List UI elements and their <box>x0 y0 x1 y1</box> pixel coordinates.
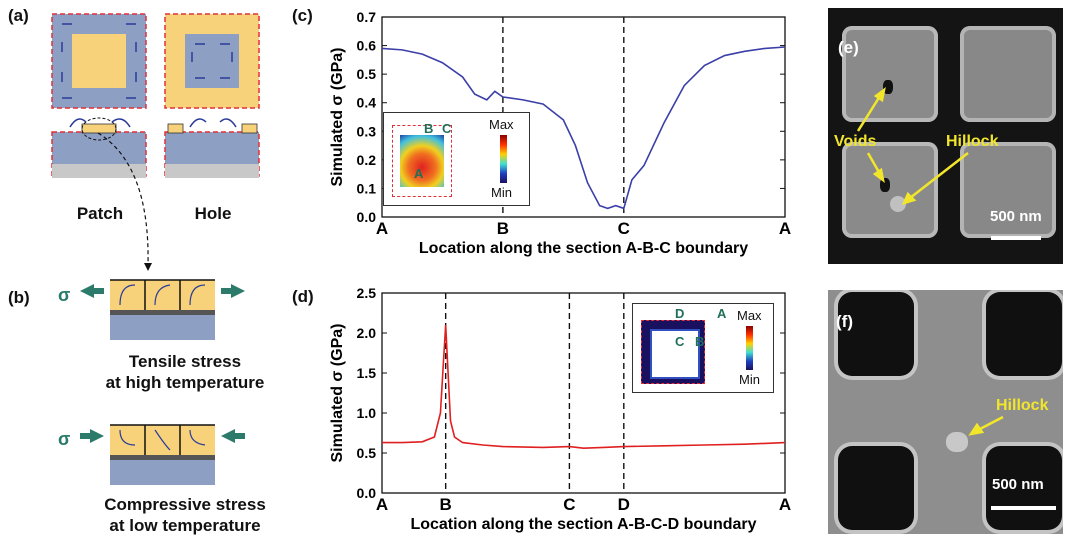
x-axis-label: Location along the section A-B-C boundar… <box>419 240 748 257</box>
y-axis-label: Simulated σ (GPa) <box>329 48 346 187</box>
compressive-caption: Compressive stress at low temperature <box>85 494 285 536</box>
tensile-caption-line2: at high temperature <box>105 373 265 392</box>
inset-d: D A C B Max Min <box>632 303 774 393</box>
tensile-right-arrow <box>221 284 245 298</box>
inset-d-point-a: A <box>717 306 727 321</box>
sem-f-arrow <box>968 415 1056 510</box>
plot-frame <box>381 16 786 218</box>
inset-d-point-c: C <box>675 334 685 349</box>
compressive-left-arrow <box>80 429 104 443</box>
x-tick-label: C <box>563 495 575 514</box>
patch-inner <box>72 34 126 88</box>
sem-e-hillock-label: Hillock <box>946 133 999 150</box>
panel-e-label: (e) <box>838 38 859 57</box>
x-tick-label: A <box>779 495 791 514</box>
tensile-caption: Tensile stress at high temperature <box>95 351 275 393</box>
sem-f-scalebar-label: 500 nm <box>992 476 1044 493</box>
panel-a-schematic <box>51 13 260 178</box>
compressive-right-arrow <box>221 429 245 443</box>
tensile-caption-line1: Tensile stress <box>128 352 242 371</box>
sem-image-f: (f) Hillock 500 nm <box>828 290 1063 534</box>
sem-e-square-1 <box>842 26 938 122</box>
y-tick-label: 0.2 <box>357 152 377 168</box>
tensile-left-arrow <box>80 284 104 298</box>
tensile-sigma: σ <box>58 285 71 305</box>
y-tick-label: 0.0 <box>357 485 377 501</box>
sem-e-arrows <box>856 87 1041 240</box>
x-tick-label: A <box>376 495 388 514</box>
sem-f-hole-4 <box>986 446 1062 530</box>
sem-f-hole-1 <box>838 292 914 376</box>
inset-c-colorbar <box>500 135 507 183</box>
y-tick-label: 0.5 <box>357 445 377 461</box>
plot-frame <box>381 292 786 494</box>
panel-d-label: (d) <box>292 287 314 306</box>
patch-arrows <box>61 23 137 99</box>
hole-caption: Hole <box>194 204 232 223</box>
y-tick-label: 1.5 <box>357 365 377 381</box>
y-tick-label: 0.4 <box>357 95 377 111</box>
sem-e-square-4 <box>960 142 1056 238</box>
panel-b-schematic <box>80 279 245 485</box>
inset-c-point-c: C <box>442 121 452 136</box>
inset-d-min: Min <box>739 372 760 387</box>
sem-f-hole-2 <box>986 292 1062 376</box>
compressive-caption-line1: Compressive stress <box>104 495 266 514</box>
y-tick-label: 1.0 <box>357 405 377 421</box>
y-tick-label: 0.0 <box>357 209 377 225</box>
inset-d-point-b: B <box>695 334 705 349</box>
y-axis-label: Simulated σ (GPa) <box>329 324 346 463</box>
x-tick-label: C <box>618 219 630 238</box>
inset-c-max: Max <box>489 117 514 132</box>
panel-c-label: (c) <box>292 6 313 25</box>
compressive-sigma: σ <box>58 429 71 449</box>
inset-d-point-d: D <box>675 306 685 321</box>
y-tick-label: 0.1 <box>357 180 377 196</box>
sem-e-voids-label: Voids <box>834 133 877 150</box>
inset-d-max: Max <box>737 308 762 323</box>
inset-c: B C A Max Min <box>383 112 530 206</box>
sem-e-square-2 <box>960 26 1056 122</box>
panel-f-label: (f) <box>836 312 853 331</box>
x-tick-label: A <box>779 219 791 238</box>
inset-c-point-a: A <box>414 166 424 181</box>
y-tick-label: 2.5 <box>357 285 377 301</box>
sem-f-hole-3 <box>838 446 914 530</box>
hole-arrows <box>191 43 233 79</box>
panel-b-label: (b) <box>8 288 30 307</box>
y-tick-label: 0.6 <box>357 38 377 54</box>
x-tick-label: D <box>618 495 630 514</box>
series-line <box>382 324 786 450</box>
sem-image-e: (e) Voids Hillock 500 nm <box>828 8 1063 264</box>
inset-c-point-b: B <box>424 121 434 136</box>
series-line <box>381 46 786 210</box>
inset-c-min: Min <box>491 185 512 200</box>
x-tick-label: B <box>497 219 509 238</box>
sem-f-hillock-label: Hillock <box>996 397 1049 414</box>
y-tick-label: 2.0 <box>357 325 377 341</box>
x-axis-label: Location along the section A-B-C-D bound… <box>410 516 756 533</box>
y-tick-label: 0.7 <box>357 9 377 25</box>
panel-a-to-b-connector <box>97 132 152 271</box>
inset-d-colorbar <box>746 326 753 370</box>
x-tick-label: A <box>376 219 388 238</box>
x-tick-label: B <box>440 495 452 514</box>
y-tick-label: 0.5 <box>357 66 377 82</box>
inset-c-heatmap <box>400 135 444 187</box>
hole-inner <box>185 34 239 88</box>
patch-caption: Patch <box>76 204 124 223</box>
y-tick-label: 0.3 <box>357 123 377 139</box>
panel-a-label: (a) <box>8 6 29 25</box>
compressive-caption-line2: at low temperature <box>109 516 261 535</box>
sem-e-scalebar-label: 500 nm <box>990 208 1042 225</box>
